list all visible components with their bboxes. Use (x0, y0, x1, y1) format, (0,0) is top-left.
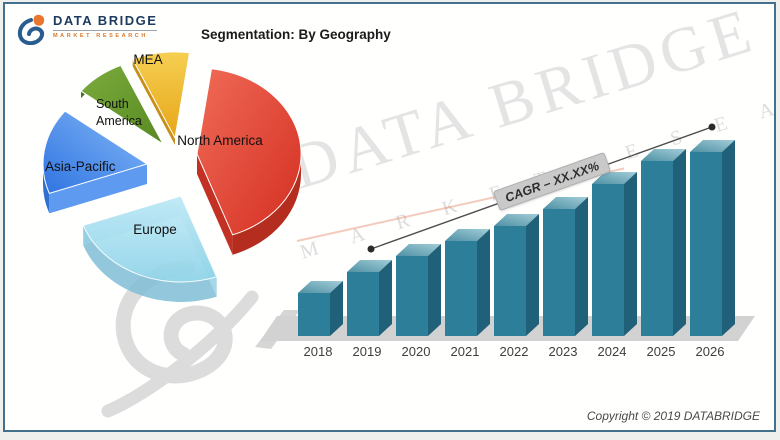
pie-slice-asia-pacific-side (43, 164, 50, 214)
bar-side (624, 172, 637, 336)
bar-2018[interactable] (298, 293, 330, 336)
bar-side (428, 244, 441, 336)
bar-2019[interactable] (347, 272, 379, 336)
bar-side (477, 229, 490, 336)
year-label-2024: 2024 (598, 344, 627, 359)
pie-label-mea: MEA (133, 52, 162, 67)
pie-slice-south-america[interactable] (80, 64, 164, 145)
year-label-2026: 2026 (696, 344, 725, 359)
pie-slice-europe[interactable] (82, 195, 218, 283)
year-label-2022: 2022 (500, 344, 529, 359)
bar-top (298, 281, 343, 293)
bar-side (526, 214, 539, 336)
year-label-2025: 2025 (647, 344, 676, 359)
bar-top (445, 229, 490, 241)
pie-slice-north-america-wall (197, 154, 233, 255)
bar-top (690, 140, 735, 152)
bar-side (575, 197, 588, 336)
pie-label-south-america-1: South (96, 97, 129, 111)
pie-label-north-america: North America (177, 133, 263, 148)
databridge-logo: DATA BRIDGE MARKET RESEARCH (17, 13, 158, 45)
bar-2023[interactable] (543, 209, 575, 336)
copyright-text: Copyright © 2019 DATABRIDGE (586, 409, 760, 423)
pie-slice-asia-pacific-wall (49, 164, 147, 214)
bar-2024[interactable] (592, 184, 624, 336)
bar-top (347, 260, 392, 272)
bar-side (379, 260, 392, 336)
bar-side (673, 149, 686, 336)
brand-name: DATA BRIDGE (53, 13, 158, 31)
trend-start-dot (367, 245, 375, 253)
x-axis-labels: 2018 2019 2020 2021 2022 2023 2024 2025 2026 (304, 344, 725, 359)
bar-2022[interactable] (494, 226, 526, 336)
bar-2025[interactable] (641, 161, 673, 336)
bar-series (298, 140, 735, 336)
trend-end-dot (708, 123, 716, 131)
year-label-2019: 2019 (353, 344, 382, 359)
bar-chart: 2018 2019 2020 2021 2022 2023 2024 2025 2026 (260, 123, 755, 359)
pie-label-south-america-2: America (96, 114, 142, 128)
bar-2026[interactable] (690, 152, 722, 336)
pie-slice-asia-pacific[interactable] (42, 110, 149, 195)
pie-label-asia-pacific: Asia-Pacific (45, 159, 116, 174)
pie-slice-mea-wall (132, 59, 175, 145)
bar-side (330, 281, 343, 336)
bar-side (722, 140, 735, 336)
bar-2021[interactable] (445, 241, 477, 336)
year-label-2021: 2021 (451, 344, 480, 359)
bar-top (543, 197, 588, 209)
pie-slice-north-america-side (232, 154, 301, 255)
bar-2020[interactable] (396, 256, 428, 336)
databridge-logo-icon (17, 14, 45, 45)
bar-top (494, 214, 539, 226)
bar-top (396, 244, 441, 256)
pie-slice-europe-side (83, 225, 217, 302)
bar-top (641, 149, 686, 161)
pie-slice-north-america[interactable] (196, 68, 302, 236)
year-label-2020: 2020 (402, 344, 431, 359)
infographic-frame: DATA BRIDGE M A R K E T R E S E A R C H … (3, 2, 776, 432)
page-title: Segmentation: By Geography (201, 27, 391, 42)
pie-slice-mea[interactable] (131, 51, 191, 140)
pie-label-europe: Europe (133, 222, 177, 237)
bar-top (592, 172, 637, 184)
year-label-2023: 2023 (549, 344, 578, 359)
year-label-2018: 2018 (304, 344, 333, 359)
pie-chart: MEA North America South America Asia-Pac… (42, 51, 302, 302)
logo-text-block: DATA BRIDGE MARKET RESEARCH (53, 13, 158, 45)
brand-tagline: MARKET RESEARCH (53, 33, 148, 39)
